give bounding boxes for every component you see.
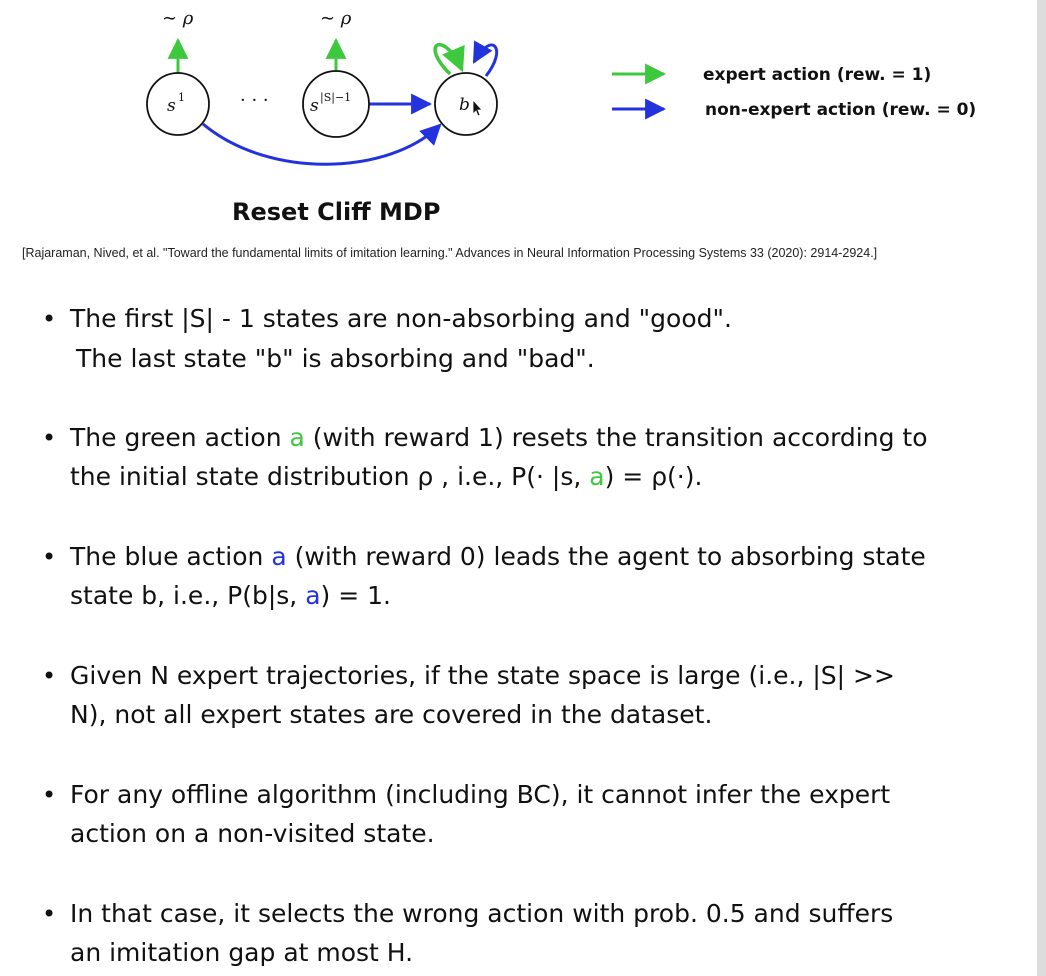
- window-edge-strip: [1037, 0, 1046, 976]
- bullet-dot: •: [42, 543, 57, 571]
- bullet-text-line: Given N expert trajectories, if the stat…: [70, 661, 895, 690]
- bullet-dot: •: [42, 781, 57, 809]
- bullet-text-line: For any offline algorithm (including BC)…: [70, 780, 891, 809]
- bullet-dot: •: [42, 900, 57, 928]
- text-run: (with reward 0) leads the agent to absor…: [286, 542, 926, 571]
- bullet-dot: •: [42, 305, 57, 333]
- bullet-text-line: an imitation gap at most H.: [70, 938, 414, 967]
- bullet-text-line: In that case, it selects the wrong actio…: [70, 899, 894, 928]
- state-s1-sup: 1: [178, 91, 185, 104]
- green-action-symbol: a: [289, 423, 305, 452]
- legend: expert action (rew. = 1) non-expert acti…: [612, 63, 976, 120]
- bullet-dot: •: [42, 424, 57, 452]
- text-run: ) = 1.: [320, 581, 391, 610]
- text-run: The green action: [70, 423, 290, 452]
- state-b-label: b: [459, 95, 470, 115]
- text-run: state b, i.e., P(b|s,: [70, 581, 306, 610]
- blue-action-symbol: a: [271, 542, 287, 571]
- blue-action-symbol: a: [305, 581, 321, 610]
- text-run: the initial state distribution ρ , i.e.,…: [70, 462, 590, 491]
- nonexpert-self-loop-b: [472, 40, 499, 77]
- state-node-b: b: [434, 72, 498, 136]
- reset-cliff-mdp-diagram: ∼ ρ ∼ ρ s 1 · · · s |S|−1 b e: [146, 8, 976, 166]
- mouse-cursor-icon: [472, 98, 483, 117]
- legend-expert-label: expert action (rew. = 1): [703, 65, 931, 85]
- state-node-s-last: s |S|−1: [302, 70, 370, 138]
- state-s-last-sup: |S|−1: [320, 91, 351, 105]
- expert-self-loop-b: [433, 42, 465, 76]
- bullet-text-line: state b, i.e., P(b|s, a) = 1.: [70, 577, 391, 615]
- bullet-dot: •: [42, 662, 57, 690]
- text-run: The blue action: [70, 542, 272, 571]
- text-run: (with reward 1) resets the transition ac…: [304, 423, 928, 452]
- citation: [Rajaraman, Nived, et al. "Toward the fu…: [22, 246, 878, 260]
- state-node-s1: s 1: [146, 72, 210, 136]
- bullet-text-line: The first |S| - 1 states are non-absorbi…: [70, 304, 732, 333]
- bullet-text-line: action on a non-visited state.: [70, 819, 435, 848]
- ellipsis: · · ·: [240, 90, 269, 111]
- rho-label-s1: ∼ ρ: [162, 8, 194, 29]
- text-run: ) = ρ(·).: [604, 462, 703, 491]
- bullet-text-line: N), not all expert states are covered in…: [70, 700, 713, 729]
- legend-nonexpert-label: non-expert action (rew. = 0): [705, 100, 976, 120]
- rho-label-s-last: ∼ ρ: [320, 8, 352, 29]
- state-s1-base: s: [167, 96, 176, 116]
- green-action-symbol: a: [589, 462, 605, 491]
- bullet-text-line: the initial state distribution ρ , i.e.,…: [70, 458, 702, 496]
- bullet-text-line: The blue action a (with reward 0) leads …: [70, 538, 926, 576]
- state-s-last-base: s: [310, 96, 319, 116]
- nonexpert-arrow-s1-to-b: [202, 122, 442, 166]
- diagram-title: Reset Cliff MDP: [232, 198, 441, 226]
- bullet-text-line: The green action a (with reward 1) reset…: [70, 419, 927, 457]
- bullet-text-line: The last state "b" is absorbing and "bad…: [76, 344, 595, 373]
